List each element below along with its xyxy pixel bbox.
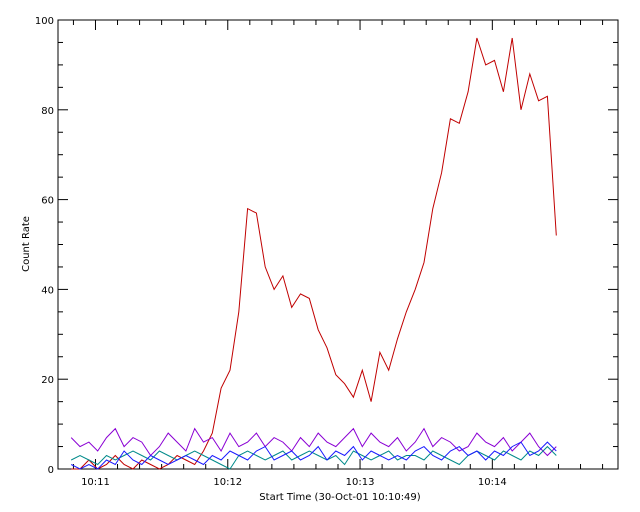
y-tick-label: 40 bbox=[41, 285, 54, 296]
series-layer bbox=[70, 37, 557, 470]
x-axis-title: Start Time (30-Oct-01 10:10:49) bbox=[259, 492, 420, 503]
tick-labels: 0 20 40 60 80 100 10:11 10:12 10:13 10:14 bbox=[35, 16, 507, 488]
axis-ticks bbox=[58, 19, 618, 470]
series-line-blue bbox=[70, 441, 557, 470]
x-tick-label: 10:14 bbox=[478, 477, 507, 488]
x-tick-label: 10:12 bbox=[213, 477, 242, 488]
series-line-red bbox=[71, 37, 557, 470]
y-tick-label: 0 bbox=[48, 465, 54, 476]
series-line-purple bbox=[70, 427, 557, 457]
y-tick-label: 60 bbox=[41, 196, 54, 207]
y-tick-label: 80 bbox=[41, 106, 54, 117]
x-tick-label: 10:13 bbox=[346, 477, 375, 488]
y-axis-title: Count Rate bbox=[21, 216, 32, 272]
x-tick-label: 10:11 bbox=[81, 477, 110, 488]
y-tick-label: 20 bbox=[41, 375, 54, 386]
y-tick-label: 100 bbox=[35, 16, 54, 27]
